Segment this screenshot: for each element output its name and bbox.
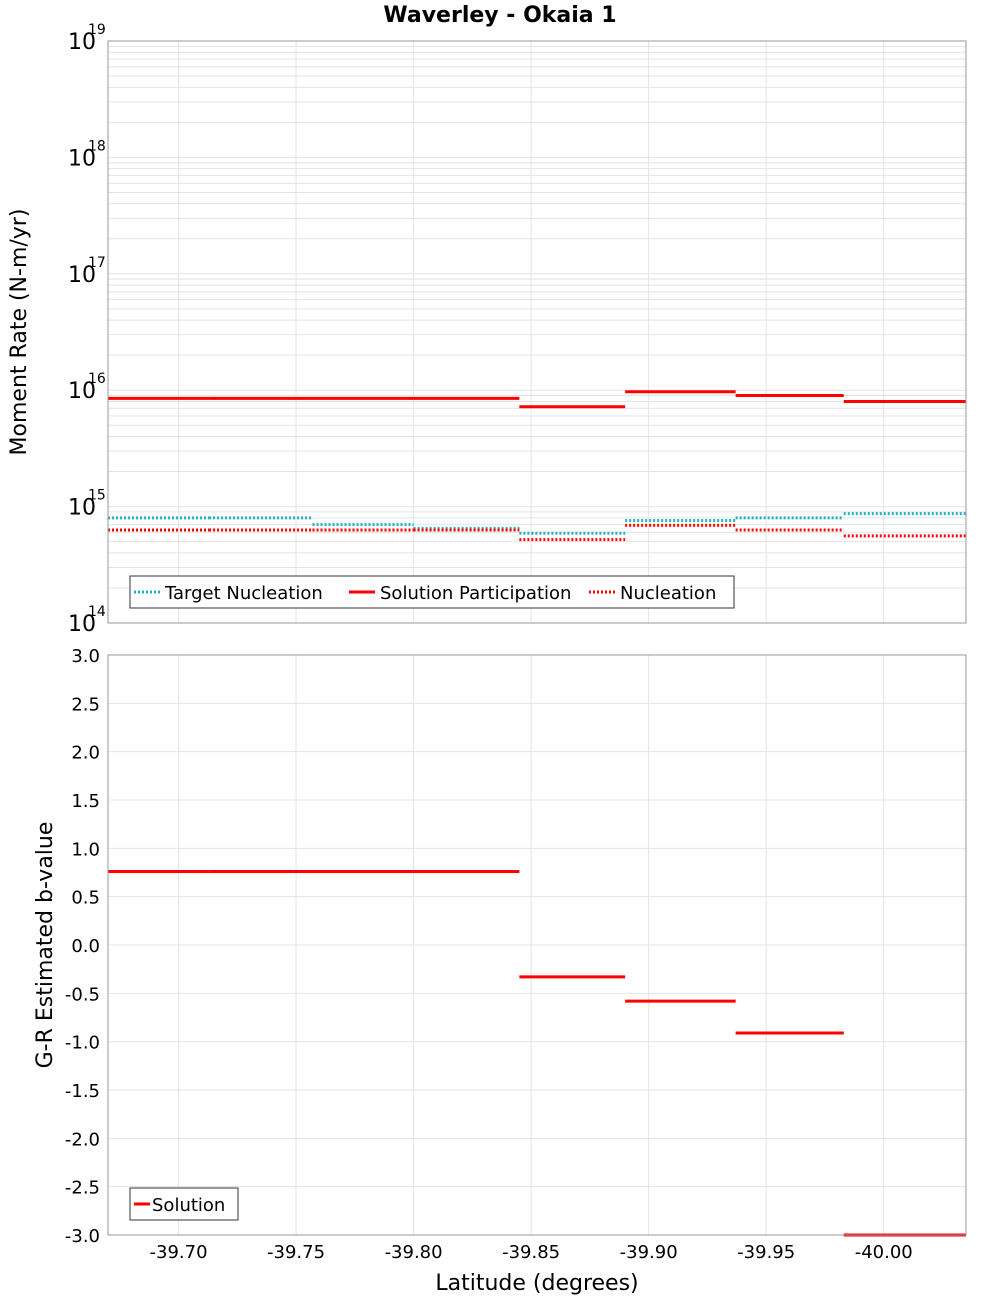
moment-rate-y-tick-exponent: 15	[88, 488, 106, 504]
legend-label-solution-participation: Solution Participation	[380, 583, 571, 604]
moment-rate-y-tick-base: 10	[68, 146, 96, 171]
legend-label-nucleation: Nucleation	[620, 583, 716, 604]
latitude-x-tick-label: -39.95	[737, 1242, 795, 1263]
latitude-x-tick-label: -39.70	[150, 1242, 208, 1263]
moment-rate-y-tick-exponent: 17	[88, 255, 106, 271]
b-value-y-ticks: -3.0 -2.5 -2.0 -1.5 -1.0 -0.5 0.0 0.5 1.0 1.5 2.0 2…	[65, 646, 100, 1247]
latitude-x-tick-label: -40.00	[855, 1242, 913, 1263]
moment-rate-frame	[107, 40, 967, 624]
chart-title: Waverley - Okaia 1	[383, 3, 616, 28]
moment-rate-plot-area	[108, 41, 966, 623]
b-value-frame	[107, 654, 967, 1236]
b-value-y-tick-label: 0.5	[71, 888, 100, 909]
b-value-y-tick-label: 1.5	[71, 791, 100, 812]
moment-rate-y-tick-exponent: 19	[88, 22, 106, 38]
moment-rate-y-tick-base: 10	[68, 612, 96, 637]
latitude-x-tick-label: -39.80	[385, 1242, 443, 1263]
moment-rate-series	[108, 390, 966, 542]
moment-rate-legend: Target Nucleation Solution Participation N…	[129, 575, 735, 609]
b-value-legend: Solution	[129, 1187, 239, 1221]
moment-rate-y-tick-base: 10	[68, 30, 96, 55]
latitude-x-tick-label: -39.85	[502, 1242, 560, 1263]
moment-rate-legend-box	[129, 575, 735, 609]
moment-rate-grid	[108, 41, 966, 624]
b-value-y-tick-label: -1.0	[65, 1033, 100, 1054]
b-value-y-tick-label: -1.5	[65, 1081, 100, 1102]
moment-rate-y-tick-exponent: 18	[88, 138, 106, 154]
b-value-y-tick-label: 0.0	[71, 936, 100, 957]
b-value-panel: -3.0 -2.5 -2.0 -1.5 -1.0 -0.5 0.0 0.5 1.0 1.5 2.0 2…	[33, 646, 967, 1296]
moment-rate-y-tick-exponent: 14	[88, 604, 106, 620]
moment-rate-y-axis-label: Moment Rate (N-m/yr)	[7, 209, 32, 456]
latitude-x-ticks: -39.70 -39.75 -39.80 -39.85 -39.90 -39.95 -40.…	[150, 1242, 913, 1263]
moment-rate-y-tick-base: 10	[68, 263, 96, 288]
b-value-y-tick-label: 3.0	[71, 646, 100, 667]
b-value-y-tick-label: -0.5	[65, 984, 100, 1005]
legend-label-solution: Solution	[152, 1195, 225, 1216]
moment-rate-y-tick-base: 10	[68, 496, 96, 521]
b-value-y-tick-label: 2.0	[71, 743, 100, 764]
b-value-y-tick-label: -3.0	[65, 1226, 100, 1247]
legend-label-target-nucleation: Target Nucleation	[164, 583, 323, 604]
b-value-y-tick-label: 2.5	[71, 694, 100, 715]
b-value-y-tick-label: 1.0	[71, 839, 100, 860]
b-value-y-tick-label: -2.5	[65, 1178, 100, 1199]
moment-rate-y-tick-exponent: 16	[88, 371, 106, 387]
latitude-x-tick-label: -39.75	[267, 1242, 325, 1263]
latitude-x-axis-label: Latitude (degrees)	[435, 1271, 638, 1296]
b-value-y-axis-label: G-R Estimated b-value	[33, 822, 58, 1069]
b-value-y-tick-label: -2.0	[65, 1129, 100, 1150]
moment-rate-y-tick-base: 10	[68, 379, 96, 404]
latitude-x-tick-label: -39.90	[620, 1242, 678, 1263]
